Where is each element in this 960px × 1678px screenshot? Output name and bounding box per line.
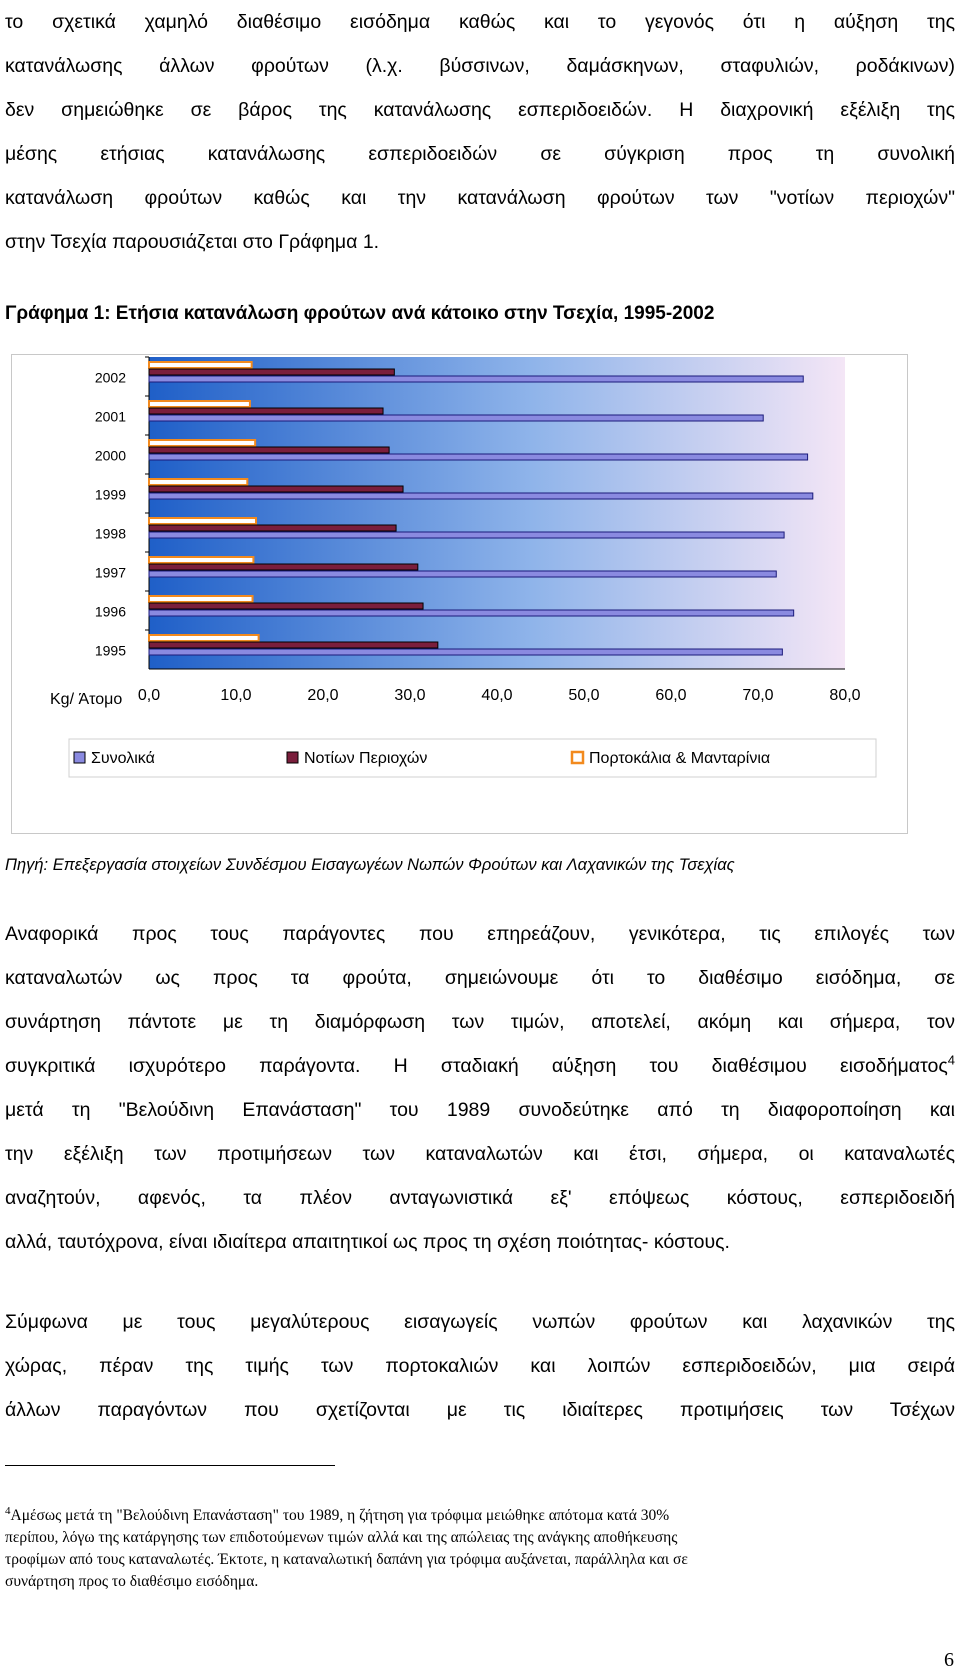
text-line: κατανάλωση φρούτων καθώς και την κατανάλ… bbox=[5, 187, 955, 209]
text-line: χώρας, πέραν της τιμής των πορτοκαλιών κ… bbox=[5, 1355, 955, 1377]
footnote-line: τροφίμων από τους καταναλωτές. Έκτοτε, η… bbox=[5, 1551, 688, 1569]
bar-oranges-2002 bbox=[148, 361, 253, 369]
text-line: το σχετικά χαμηλό διαθέσιμο εισόδημα καθ… bbox=[5, 11, 955, 33]
x-tick-label: 80,0 bbox=[829, 687, 860, 704]
chart-title: Γράφημα 1: Ετήσια κατανάλωση φρούτων ανά… bbox=[5, 303, 715, 324]
paragraph-3: Σύμφωνα με τους μεγαλύτερους εισαγωγείς … bbox=[5, 1300, 955, 1432]
footnote-number: 4 bbox=[5, 1505, 11, 1517]
legend-label: Συνολικά bbox=[91, 750, 155, 767]
text-line: δεν σημειώθηκε σε βάρος της κατανάλωσης … bbox=[5, 99, 955, 121]
x-tick-label: 40,0 bbox=[481, 687, 512, 704]
footnote-ref[interactable]: 4 bbox=[947, 1052, 955, 1068]
bar-oranges-1995 bbox=[148, 634, 260, 642]
footnote-line: περίπου, λόγω της κατάργησης των επιδοτο… bbox=[5, 1529, 678, 1547]
chart-source: Πηγή: Επεξεργασία στοιχείων Συνδέσμου Ει… bbox=[5, 856, 735, 874]
bar-total-1996 bbox=[148, 609, 795, 617]
bar-southern-1996 bbox=[148, 602, 424, 610]
y-tick-label: 2002 bbox=[95, 370, 126, 386]
text-segment: Αμέσως μετά τη "Βελούδινη Επανάσταση" το… bbox=[10, 1507, 670, 1525]
x-tick-label: 70,0 bbox=[742, 687, 773, 704]
plot-area bbox=[149, 357, 845, 669]
footnote-line: συνάρτηση προς το διαθέσιμο εισόδημα. bbox=[5, 1573, 259, 1591]
y-tick-label: 1995 bbox=[95, 643, 126, 659]
text-segment: συγκριτικά ισχυρότερο παράγοντα. Η σταδι… bbox=[5, 1055, 948, 1077]
intro-paragraph: το σχετικά χαμηλό διαθέσιμο εισόδημα καθ… bbox=[5, 0, 955, 264]
y-tick-label: 1996 bbox=[95, 604, 126, 620]
bar-total-1995 bbox=[148, 648, 783, 656]
bar-southern-2000 bbox=[148, 446, 390, 454]
y-tick-label: 2000 bbox=[95, 448, 126, 464]
bar-oranges-1999 bbox=[148, 478, 249, 486]
y-tick-label: 1998 bbox=[95, 526, 126, 542]
text-line: στην Τσεχία παρουσιάζεται στο Γράφημα 1. bbox=[5, 231, 380, 253]
legend-label: Πορτοκάλια & Μανταρίνια bbox=[589, 750, 770, 767]
bar-total-2001 bbox=[148, 414, 764, 422]
x-tick-label: 30,0 bbox=[394, 687, 425, 704]
bar-total-1998 bbox=[148, 531, 785, 539]
bar-southern-1995 bbox=[148, 641, 439, 649]
legend-label: Νοτίων Περιοχών bbox=[304, 750, 427, 767]
footnote-line: 4Αμέσως μετά τη "Βελούδινη Επανάσταση" τ… bbox=[5, 1500, 920, 1527]
page-number: 6 bbox=[944, 1649, 954, 1671]
text-line: την εξέλιξη των προτιμήσεων των καταναλω… bbox=[5, 1143, 955, 1165]
x-axis-label: Kg/ Άτομο bbox=[50, 691, 122, 708]
text-line: άλλων παραγόντων που σχετίζονται με τις … bbox=[5, 1399, 955, 1421]
chart: 2002 2001 2000 1999 1998 1997 1996 1995 Kg/ Άτο… bbox=[11, 354, 908, 834]
text-line: αναζητούν, αφενός, τα πλέον ανταγωνιστικ… bbox=[5, 1187, 955, 1209]
x-tick-label: 20,0 bbox=[307, 687, 338, 704]
legend bbox=[68, 738, 877, 778]
y-tick-label: 1997 bbox=[95, 565, 126, 581]
bar-total-2002 bbox=[148, 375, 804, 383]
text-line: μέσης ετήσιας κατανάλωσης εσπεριδοειδών … bbox=[5, 143, 955, 165]
text-line: συνάρτηση πάντοτε με τη διαμόρφωση των τ… bbox=[5, 1011, 955, 1033]
y-tick-label: 2001 bbox=[95, 409, 126, 425]
legend-swatch bbox=[73, 751, 86, 764]
legend-swatch bbox=[570, 750, 585, 765]
y-tick-label: 1999 bbox=[95, 487, 126, 503]
bar-total-1997 bbox=[148, 570, 777, 578]
bar-oranges-2000 bbox=[148, 439, 257, 447]
text-line-with-ref: συγκριτικά ισχυρότερο παράγοντα. Η σταδι… bbox=[5, 1044, 955, 1088]
text-line: Σύμφωνα με τους μεγαλύτερους εισαγωγείς … bbox=[5, 1311, 955, 1333]
x-tick-label: 10,0 bbox=[220, 687, 251, 704]
bar-oranges-1997 bbox=[148, 556, 255, 564]
bar-southern-2002 bbox=[148, 368, 395, 376]
bar-total-2000 bbox=[148, 453, 809, 461]
bar-oranges-1996 bbox=[148, 595, 254, 603]
bar-southern-1998 bbox=[148, 524, 397, 532]
footnote: 4Αμέσως μετά τη "Βελούδινη Επανάσταση" τ… bbox=[5, 1500, 920, 1593]
x-tick-label: 0,0 bbox=[138, 687, 160, 704]
bar-southern-2001 bbox=[148, 407, 384, 415]
text-line: μετά τη "Βελούδινη Επανάσταση" του 1989 … bbox=[5, 1099, 955, 1121]
paragraph-2: Αναφορικά προς τους παράγοντες που επηρε… bbox=[5, 912, 955, 1264]
bar-southern-1997 bbox=[148, 563, 419, 571]
bar-oranges-1998 bbox=[148, 517, 258, 525]
text-line: κατανάλωσης άλλων φρούτων (λ.χ. βύσσινων… bbox=[5, 55, 955, 77]
x-tick-label: 50,0 bbox=[568, 687, 599, 704]
text-line: Αναφορικά προς τους παράγοντες που επηρε… bbox=[5, 923, 955, 945]
text-line: καταναλωτών ως προς τα φρούτα, σημειώνου… bbox=[5, 967, 955, 989]
chart-svg: 2002 2001 2000 1999 1998 1997 1996 1995 Kg/ Άτο… bbox=[50, 356, 877, 778]
footnote-separator bbox=[5, 1465, 335, 1466]
bar-total-1999 bbox=[148, 492, 814, 500]
legend-swatch bbox=[286, 751, 299, 764]
bar-southern-1999 bbox=[148, 485, 404, 493]
x-tick-label: 60,0 bbox=[655, 687, 686, 704]
bar-oranges-2001 bbox=[148, 400, 251, 408]
text-line: αλλά, ταυτόχρονα, είναι ιδιαίτερα απαιτη… bbox=[5, 1231, 730, 1253]
